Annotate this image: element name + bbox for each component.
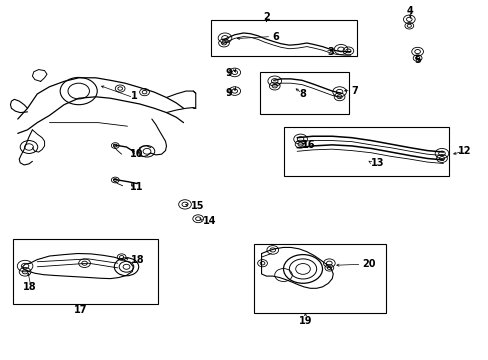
- Bar: [211, 21, 356, 56]
- Text: 9: 9: [225, 88, 232, 98]
- Text: 17: 17: [74, 305, 88, 315]
- Text: 6: 6: [272, 32, 279, 41]
- Text: 18: 18: [131, 255, 145, 265]
- Text: 18: 18: [23, 282, 37, 292]
- Bar: [13, 239, 158, 304]
- Text: 12: 12: [457, 145, 471, 156]
- Bar: [283, 127, 448, 176]
- Text: 11: 11: [129, 182, 142, 192]
- Text: 1: 1: [131, 91, 138, 101]
- Text: 15: 15: [190, 201, 204, 211]
- Text: 13: 13: [370, 158, 384, 168]
- Bar: [260, 72, 348, 114]
- Text: 10: 10: [129, 149, 142, 159]
- Text: 20: 20: [362, 259, 375, 269]
- Bar: [254, 244, 385, 314]
- Text: 7: 7: [351, 86, 358, 96]
- Text: 2: 2: [263, 12, 269, 22]
- Text: 16: 16: [302, 140, 315, 150]
- Text: 3: 3: [327, 46, 333, 57]
- Text: 19: 19: [298, 316, 311, 325]
- Text: 9: 9: [225, 68, 232, 78]
- Text: 4: 4: [406, 6, 413, 17]
- Text: 5: 5: [413, 55, 420, 65]
- Text: 14: 14: [203, 216, 216, 226]
- Text: 8: 8: [299, 89, 306, 99]
